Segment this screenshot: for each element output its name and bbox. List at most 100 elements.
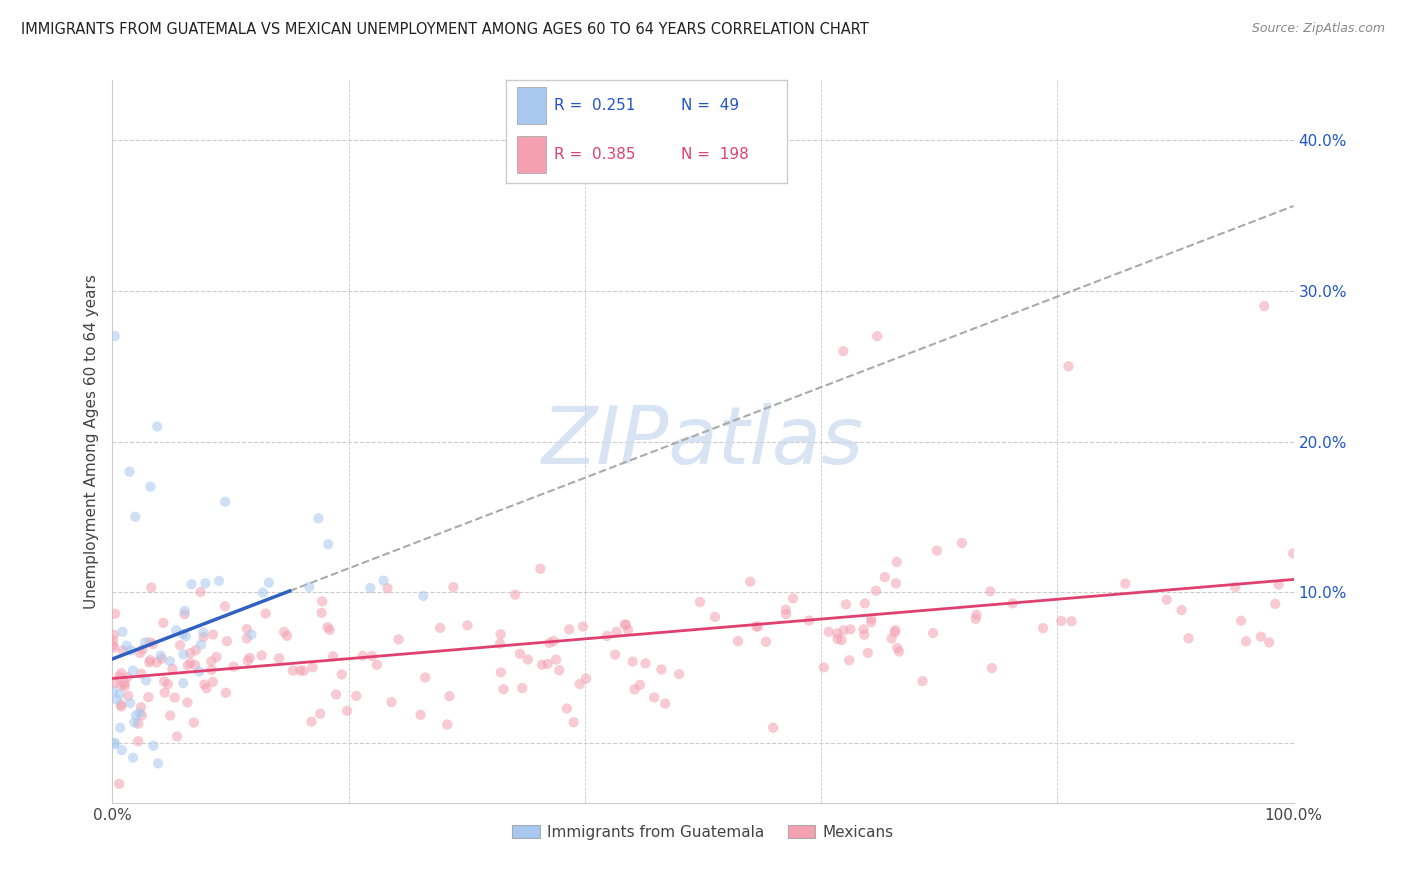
Point bbox=[316, 537, 339, 551]
Point bbox=[307, 511, 329, 525]
Point bbox=[568, 677, 591, 691]
Point bbox=[193, 630, 215, 644]
Point bbox=[163, 690, 186, 705]
Point bbox=[169, 638, 191, 652]
Point bbox=[1230, 614, 1253, 628]
Point bbox=[373, 574, 395, 588]
Point bbox=[605, 648, 627, 662]
Point bbox=[747, 619, 769, 633]
Point bbox=[103, 628, 125, 642]
Point bbox=[131, 642, 153, 657]
Point bbox=[193, 677, 215, 691]
Point bbox=[292, 664, 315, 678]
Point bbox=[108, 670, 131, 684]
Point bbox=[311, 606, 333, 620]
Point bbox=[1258, 635, 1281, 649]
Point bbox=[142, 637, 165, 651]
Point bbox=[110, 699, 132, 714]
Point bbox=[311, 594, 333, 608]
Point bbox=[150, 651, 173, 665]
Point bbox=[110, 679, 132, 693]
Point bbox=[1114, 576, 1136, 591]
Point bbox=[775, 607, 797, 622]
Point bbox=[156, 677, 179, 691]
Point bbox=[429, 621, 451, 635]
Point bbox=[950, 536, 973, 550]
Text: Source: ZipAtlas.com: Source: ZipAtlas.com bbox=[1251, 22, 1385, 36]
Point bbox=[117, 670, 139, 684]
Point bbox=[208, 574, 231, 588]
Point bbox=[839, 622, 862, 636]
Point bbox=[183, 715, 205, 730]
Point bbox=[139, 480, 162, 494]
Point bbox=[124, 509, 146, 524]
Point bbox=[922, 626, 945, 640]
Point bbox=[103, 737, 125, 751]
Point bbox=[118, 465, 141, 479]
Point bbox=[827, 626, 849, 640]
Point bbox=[1170, 603, 1192, 617]
Point bbox=[142, 739, 165, 753]
Point bbox=[252, 585, 274, 599]
Point bbox=[650, 663, 672, 677]
Point bbox=[190, 585, 212, 599]
Point bbox=[623, 682, 645, 697]
Point bbox=[195, 681, 218, 696]
Point bbox=[117, 689, 139, 703]
Point bbox=[146, 756, 169, 771]
Point bbox=[200, 663, 222, 677]
Point bbox=[145, 656, 167, 670]
Point bbox=[273, 624, 295, 639]
Point bbox=[979, 584, 1001, 599]
Point bbox=[503, 588, 526, 602]
Point bbox=[1234, 634, 1257, 648]
Point bbox=[886, 640, 908, 655]
Point bbox=[128, 706, 150, 720]
Point bbox=[104, 676, 127, 690]
Point bbox=[114, 679, 136, 693]
Point bbox=[1057, 359, 1080, 374]
Point bbox=[865, 583, 887, 598]
Point bbox=[215, 634, 238, 648]
Point bbox=[965, 612, 987, 626]
FancyBboxPatch shape bbox=[517, 87, 546, 124]
Point bbox=[111, 624, 134, 639]
Text: R =  0.251: R = 0.251 bbox=[554, 98, 636, 113]
Point bbox=[166, 730, 188, 744]
Point bbox=[361, 648, 384, 663]
Point bbox=[689, 595, 711, 609]
Point bbox=[456, 618, 478, 632]
Point bbox=[276, 629, 298, 643]
Point bbox=[884, 576, 907, 591]
Point bbox=[236, 654, 259, 668]
Point bbox=[1267, 577, 1289, 591]
Point bbox=[562, 715, 585, 730]
FancyBboxPatch shape bbox=[517, 136, 546, 173]
Point bbox=[120, 643, 142, 657]
Point bbox=[172, 648, 194, 662]
Point bbox=[214, 494, 236, 508]
Point bbox=[190, 638, 212, 652]
Point bbox=[138, 635, 160, 649]
Point bbox=[887, 644, 910, 658]
Point bbox=[124, 715, 146, 730]
Point bbox=[1225, 580, 1247, 594]
Point bbox=[322, 649, 344, 664]
Point bbox=[980, 661, 1002, 675]
Point bbox=[359, 581, 381, 595]
Point bbox=[180, 577, 202, 591]
Point bbox=[104, 735, 127, 749]
Point bbox=[377, 581, 399, 595]
Point bbox=[138, 690, 160, 705]
Point bbox=[103, 684, 125, 698]
Point bbox=[634, 657, 657, 671]
Point bbox=[668, 667, 690, 681]
Point bbox=[727, 634, 749, 648]
Point bbox=[1050, 614, 1073, 628]
Point bbox=[236, 632, 259, 646]
Point bbox=[288, 664, 311, 678]
Point bbox=[193, 625, 215, 640]
Point bbox=[813, 660, 835, 674]
Legend: Immigrants from Guatemala, Mexicans: Immigrants from Guatemala, Mexicans bbox=[506, 819, 900, 846]
Point bbox=[129, 646, 152, 660]
